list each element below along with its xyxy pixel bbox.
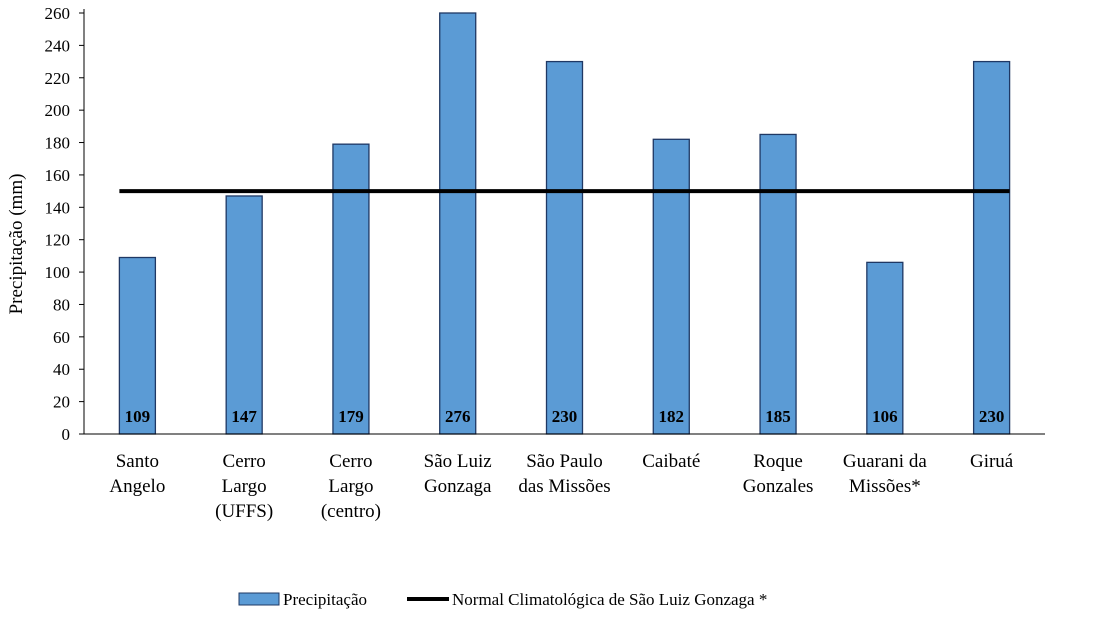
category-label: Giruá (970, 451, 1014, 472)
category-label: Santo (116, 451, 159, 472)
category-label: Largo (222, 476, 267, 497)
category-label: (UFFS) (215, 501, 273, 522)
bar (759, 133, 797, 435)
bars (118, 12, 1011, 435)
y-tick-label: 0 (62, 425, 71, 444)
y-tick-label: 160 (45, 166, 71, 185)
bar-value-label: 182 (659, 407, 685, 426)
y-axis-title: Precipitação (mm) (6, 174, 27, 315)
bar (545, 60, 584, 435)
bar-value-label: 230 (552, 407, 578, 426)
y-tick-label: 240 (45, 36, 71, 55)
bar (866, 261, 904, 435)
category-label: Guarani da (843, 451, 927, 472)
bar-value-label: 276 (445, 407, 471, 426)
y-tick-label: 60 (53, 328, 70, 347)
category-label: Missões* (849, 476, 921, 497)
y-tick-label: 140 (45, 198, 71, 217)
bar (225, 195, 263, 435)
y-tick-label: 20 (53, 393, 70, 412)
bar (652, 138, 690, 435)
bar-value-label: 109 (125, 407, 151, 426)
x-axis-category-labels: Santo Angelo Cerro Largo (UFFS) Cerro Largo (ce… (109, 451, 1013, 522)
y-tick-label: 120 (45, 231, 71, 250)
y-tick-label: 200 (45, 101, 71, 120)
y-tick-label: 220 (45, 69, 71, 88)
y-tick-label: 180 (45, 134, 71, 153)
bar (972, 60, 1011, 435)
category-label: Gonzaga (424, 476, 492, 497)
bar-value-label: 106 (872, 407, 898, 426)
legend: Precipitação Normal Climatológica de São… (238, 590, 767, 609)
category-label: (centro) (321, 501, 381, 522)
y-tick-label: 40 (53, 360, 70, 379)
bar (118, 256, 157, 435)
bar-value-label: 147 (231, 407, 257, 426)
category-label: Roque (753, 451, 803, 472)
category-label: São Luiz (424, 451, 492, 472)
legend-label-normal: Normal Climatológica de São Luiz Gonzaga… (452, 590, 767, 609)
y-axis-ticks: 0 20 40 60 80 100 120 140 160 180 200 220 240 260 (45, 4, 84, 444)
y-tick-label: 80 (53, 295, 70, 314)
bar-data-labels: 109 147 179 276 230 182 185 106 230 (125, 407, 1005, 426)
category-label: São Paulo (526, 451, 603, 472)
bar-value-label: 185 (765, 407, 791, 426)
bar-value-label: 179 (338, 407, 364, 426)
category-label: Cerro (223, 451, 266, 472)
legend-label-precipitation: Precipitação (283, 590, 367, 609)
bar-value-label: 230 (979, 407, 1005, 426)
legend-swatch-precipitation (238, 592, 280, 606)
category-label: Angelo (109, 476, 165, 497)
category-label: Largo (328, 476, 373, 497)
bar (439, 12, 477, 435)
category-label: das Missões (518, 476, 610, 497)
y-tick-label: 100 (45, 263, 71, 282)
category-label: Caibaté (642, 451, 700, 472)
bar (332, 143, 370, 435)
category-label: Cerro (329, 451, 372, 472)
y-tick-label: 260 (45, 4, 71, 23)
category-label: Gonzales (743, 476, 814, 497)
